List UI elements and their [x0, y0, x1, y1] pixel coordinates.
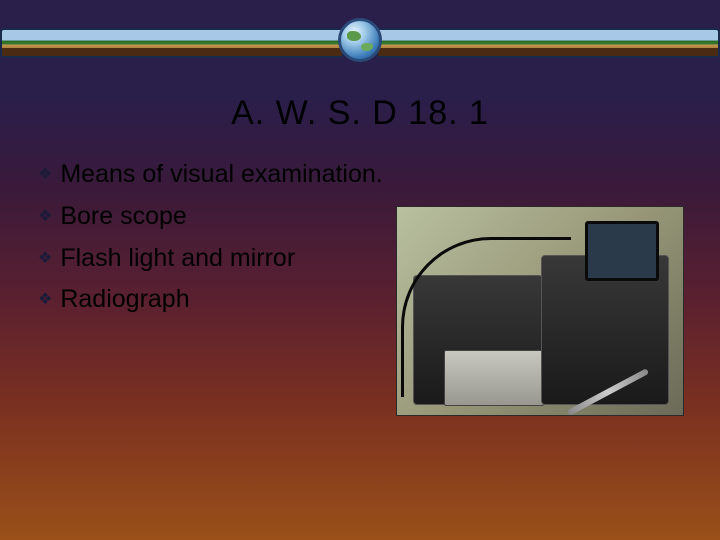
- list-item: ❖ Means of visual examination.: [38, 158, 408, 192]
- land-strip-right: [376, 28, 720, 58]
- bullet-text: Flash light and mirror: [60, 242, 295, 276]
- list-item: ❖ Radiograph: [38, 283, 408, 317]
- slide: A. W. S. D 18. 1 ❖ Means of visual exami…: [0, 0, 720, 540]
- globe-icon: [338, 18, 382, 62]
- diamond-bullet-icon: ❖: [38, 206, 52, 228]
- display-screen: [585, 221, 659, 281]
- land-strip-left: [0, 28, 344, 58]
- diamond-bullet-icon: ❖: [38, 164, 52, 186]
- list-item: ❖ Bore scope: [38, 200, 408, 234]
- bullet-text: Radiograph: [60, 283, 189, 317]
- decorative-banner: [0, 18, 720, 62]
- bullet-text: Means of visual examination.: [60, 158, 382, 192]
- borescope-cable: [401, 237, 571, 397]
- equipment-photo: [396, 206, 684, 416]
- bullet-text: Bore scope: [60, 200, 186, 234]
- diamond-bullet-icon: ❖: [38, 289, 52, 311]
- diamond-bullet-icon: ❖: [38, 248, 52, 270]
- bullet-list: ❖ Means of visual examination. ❖ Bore sc…: [38, 158, 408, 325]
- list-item: ❖ Flash light and mirror: [38, 242, 408, 276]
- slide-title: A. W. S. D 18. 1: [0, 94, 720, 133]
